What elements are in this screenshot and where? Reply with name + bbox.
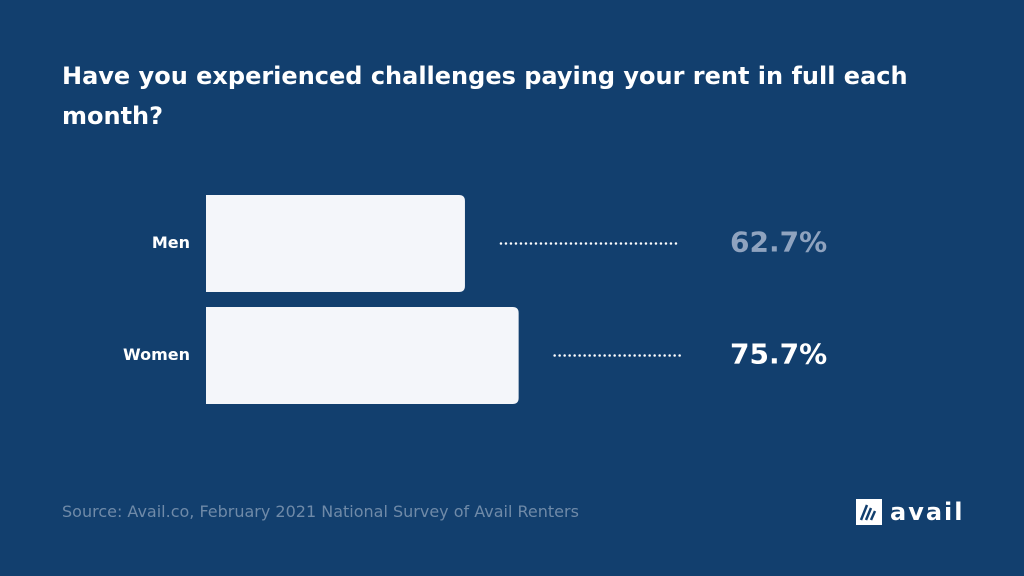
value-label: 62.7% — [730, 226, 827, 259]
chart-title: Have you experienced challenges paying y… — [62, 62, 908, 130]
bar — [206, 195, 465, 292]
logo-icon — [856, 499, 882, 525]
logo-text: avail — [890, 498, 965, 526]
source-note: Source: Avail.co, February 2021 National… — [62, 502, 579, 521]
category-label: Women — [123, 345, 190, 364]
category-label: Men — [152, 233, 190, 252]
logo: avail — [856, 498, 965, 526]
bar — [206, 307, 519, 404]
value-label: 75.7% — [730, 338, 827, 371]
